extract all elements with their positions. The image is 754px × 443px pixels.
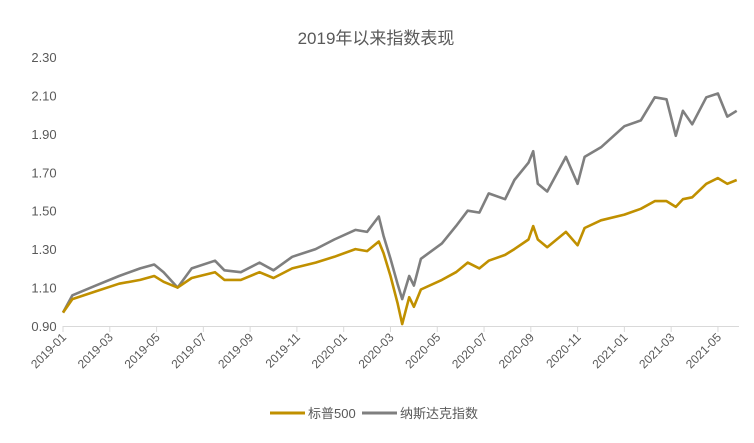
x-tick-label: 2021-03 bbox=[636, 330, 677, 371]
y-tick-label: 1.50 bbox=[31, 204, 56, 219]
legend-label-0: 标普500 bbox=[308, 406, 356, 421]
series-line-1 bbox=[61, 92, 738, 314]
x-tick-label: 2019-01 bbox=[28, 330, 69, 371]
x-tick-label: 2019-11 bbox=[263, 330, 304, 371]
y-tick-label: 2.10 bbox=[31, 88, 56, 103]
x-tick-label: 2020-03 bbox=[356, 330, 397, 371]
x-tick-label: 2020-07 bbox=[449, 330, 490, 371]
x-tick-label: 2020-05 bbox=[402, 330, 443, 371]
legend: 标普500 纳斯达克指数 bbox=[270, 406, 478, 421]
x-tick-label: 2020-11 bbox=[543, 330, 584, 371]
y-tick-label: 1.30 bbox=[31, 242, 56, 257]
x-tick-label: 2019-09 bbox=[215, 330, 256, 371]
y-tick-label: 2.30 bbox=[31, 50, 56, 65]
x-tick-label: 2021-01 bbox=[589, 330, 630, 371]
series-lines bbox=[61, 92, 738, 326]
legend-label-1: 纳斯达克指数 bbox=[400, 406, 478, 421]
x-tick-label: 2021-05 bbox=[683, 330, 724, 371]
x-tick-label: 2020-09 bbox=[496, 330, 537, 371]
y-axis: 0.90 1.10 1.30 1.50 1.70 1.90 2.10 2.30 bbox=[31, 50, 56, 334]
y-tick-label: 1.90 bbox=[31, 127, 56, 142]
y-tick-label: 0.90 bbox=[31, 319, 56, 334]
x-tick-label: 2019-05 bbox=[122, 330, 163, 371]
y-tick-label: 1.10 bbox=[31, 281, 56, 296]
y-tick-label: 1.70 bbox=[31, 165, 56, 180]
x-tick-label: 2019-07 bbox=[168, 330, 209, 371]
x-tick-label: 2020-01 bbox=[309, 330, 350, 371]
x-tick-label: 2019-03 bbox=[75, 330, 116, 371]
chart-title: 2019年以来指数表现 bbox=[298, 29, 455, 48]
x-axis: 2019-01 2019-03 2019-05 2019-07 2019-09 2019-… bbox=[28, 326, 739, 371]
series-line-0 bbox=[61, 176, 738, 326]
